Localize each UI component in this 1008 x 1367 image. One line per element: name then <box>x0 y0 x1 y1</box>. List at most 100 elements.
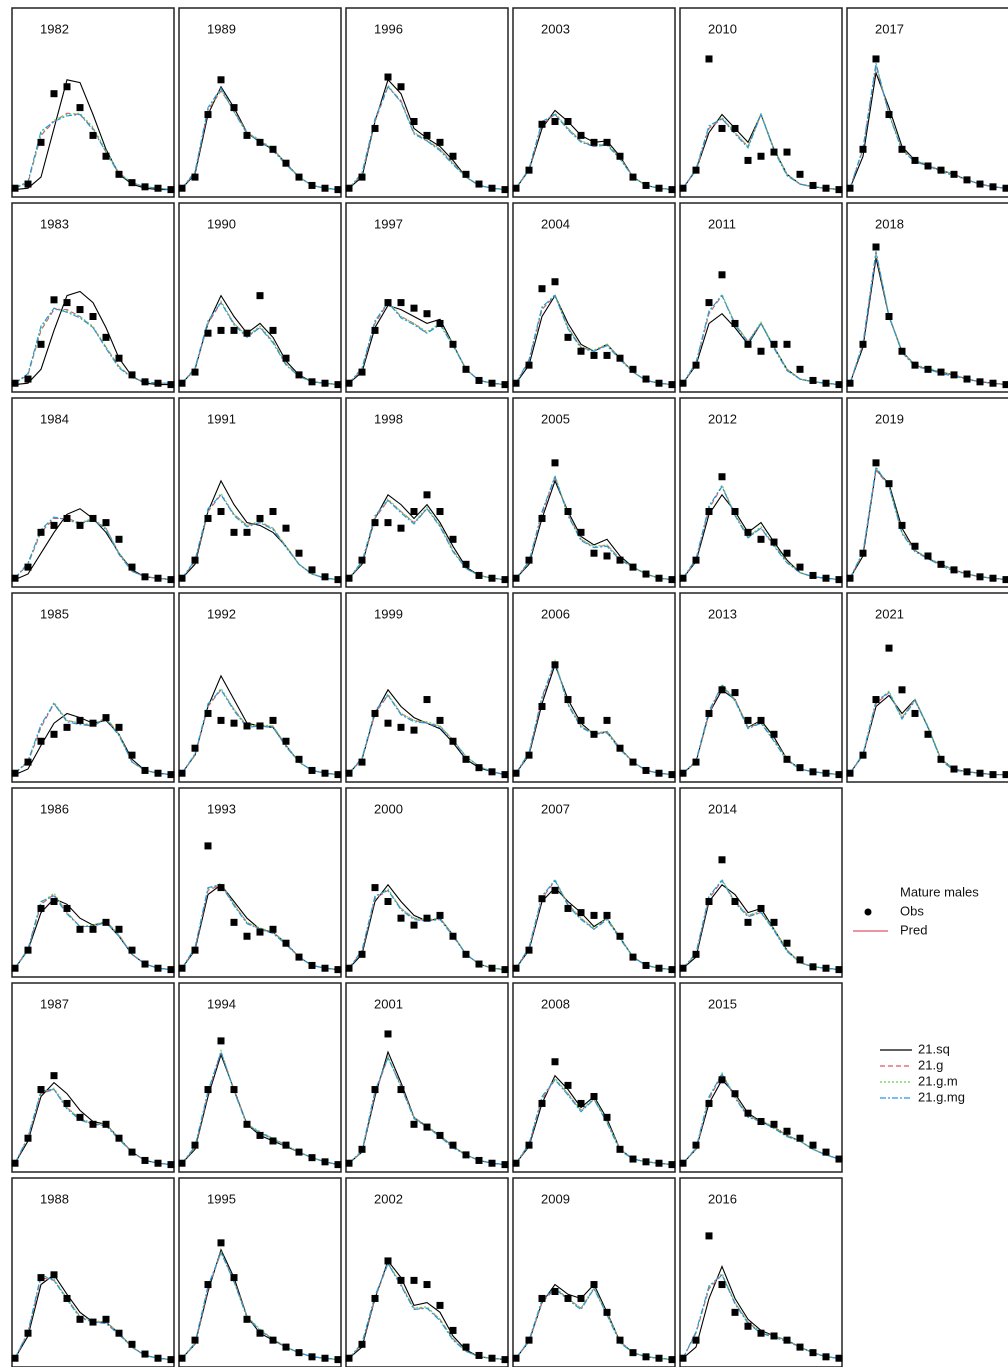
pred-line <box>515 658 673 776</box>
obs-point <box>692 361 700 369</box>
pred-line <box>348 498 506 581</box>
obs-point <box>668 576 676 584</box>
obs-point <box>872 55 880 63</box>
obs-point <box>538 285 546 293</box>
panel-title: 1993 <box>207 801 236 816</box>
panel: 2005 <box>512 397 676 588</box>
obs-point <box>102 152 110 160</box>
obs-point <box>835 1354 843 1362</box>
panel: 1983 <box>11 202 175 393</box>
obs-point <box>11 1354 19 1362</box>
obs-point <box>976 573 984 581</box>
obs-point <box>191 946 199 954</box>
obs-point <box>384 519 392 527</box>
obs-point <box>679 184 687 192</box>
panel-frame <box>512 787 676 978</box>
panel-title: 2003 <box>541 21 570 36</box>
obs-point <box>397 914 405 922</box>
pred-line <box>515 879 673 971</box>
obs-point <box>629 953 637 961</box>
panel-frame <box>679 787 843 978</box>
obs-point <box>525 166 533 174</box>
obs-point <box>371 519 379 527</box>
obs-point <box>308 378 316 386</box>
obs-point <box>692 950 700 958</box>
obs-point <box>655 964 663 972</box>
pred-line <box>682 878 840 971</box>
pred-line <box>849 70 1007 189</box>
obs-point <box>436 1301 444 1309</box>
obs-point <box>822 769 830 777</box>
pred-line <box>348 883 506 971</box>
obs-point <box>655 1354 663 1362</box>
obs-point <box>488 1354 496 1362</box>
obs-point <box>24 375 32 383</box>
panel-title: 1983 <box>40 216 69 231</box>
pred-line <box>348 888 506 971</box>
obs-point <box>872 243 880 251</box>
obs-point <box>345 1159 353 1167</box>
pred-line <box>181 294 339 386</box>
obs-point <box>796 170 804 178</box>
panel: 2000 <box>345 787 509 978</box>
pred-line <box>14 516 172 581</box>
obs-point <box>629 758 637 766</box>
obs-point <box>436 508 444 515</box>
obs-point <box>63 723 71 731</box>
panel: 1996 <box>345 7 509 198</box>
obs-point <box>796 764 804 772</box>
obs-point <box>76 521 84 529</box>
obs-point <box>102 1120 110 1128</box>
panel-title: 1997 <box>374 216 403 231</box>
obs-point <box>269 925 277 933</box>
obs-point <box>243 932 251 940</box>
obs-point <box>243 131 251 139</box>
pred-line <box>682 294 840 386</box>
obs-point <box>846 574 854 582</box>
obs-point <box>885 111 893 119</box>
pred-line <box>181 1251 339 1361</box>
obs-point <box>230 719 238 727</box>
pred-line <box>14 517 172 581</box>
obs-point <box>63 904 71 912</box>
panel: 2016 <box>679 1177 843 1367</box>
obs-point <box>89 925 97 933</box>
obs-point <box>24 1134 32 1142</box>
obs-point <box>705 299 713 307</box>
obs-point <box>384 299 392 307</box>
obs-point <box>76 1113 84 1121</box>
panel: 2003 <box>512 7 676 198</box>
obs-point <box>731 508 739 515</box>
obs-point <box>512 964 520 972</box>
obs-point <box>243 722 251 730</box>
pred-line <box>682 485 840 581</box>
panel-title: 2009 <box>541 1191 570 1206</box>
obs-point <box>167 1356 175 1364</box>
obs-point <box>963 375 971 383</box>
obs-point <box>770 730 778 738</box>
obs-point <box>358 1145 366 1153</box>
obs-point <box>397 1276 405 1284</box>
pred-line <box>348 694 506 776</box>
obs-point <box>512 1159 520 1167</box>
obs-point <box>295 755 303 763</box>
panel-frame <box>846 592 1008 783</box>
obs-point <box>191 368 199 376</box>
obs-point <box>744 918 752 926</box>
panel-title: 1996 <box>374 21 403 36</box>
obs-point <box>358 368 366 376</box>
panel: 2011 <box>679 202 843 393</box>
pred-line <box>682 112 840 191</box>
obs-point <box>718 1281 726 1289</box>
panel-title: 2017 <box>875 21 904 36</box>
obs-point <box>757 152 765 160</box>
obs-point <box>128 946 136 954</box>
pred-line <box>682 1265 840 1359</box>
panel-frame <box>679 202 843 393</box>
obs-point <box>128 179 136 187</box>
obs-point <box>308 766 316 774</box>
obs-point <box>462 365 470 373</box>
obs-point <box>256 722 264 730</box>
obs-point <box>577 1294 585 1302</box>
panel: 2010 <box>679 7 843 198</box>
